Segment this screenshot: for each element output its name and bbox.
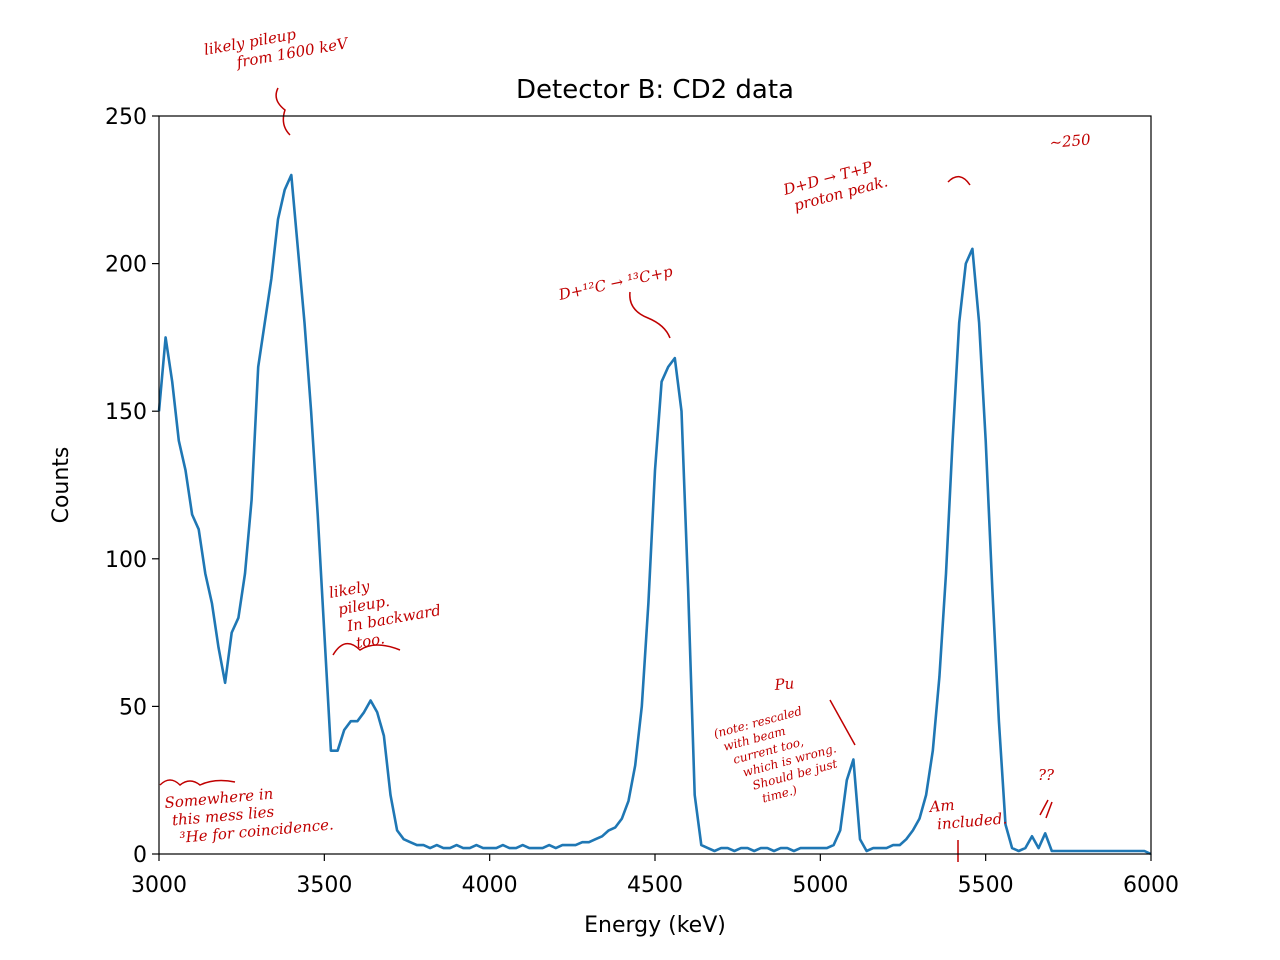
x-tick-label: 6000 (1123, 873, 1179, 898)
annotation-stroke (829, 699, 856, 746)
y-axis-label: Counts (49, 447, 74, 524)
x-tick-label: 4500 (627, 873, 683, 898)
y-tick-label: 100 (105, 548, 147, 573)
annotation-text: Am (927, 796, 956, 816)
y-tick-label: 0 (133, 843, 147, 868)
annotation-text: ?? (1038, 766, 1055, 784)
y-tick-label: 200 (105, 253, 147, 278)
x-tick-label: 4000 (462, 873, 518, 898)
annotation-stroke (629, 291, 671, 339)
y-tick-label: 50 (119, 695, 147, 720)
plot-frame (158, 115, 1152, 855)
y-tick-label: 150 (105, 400, 147, 425)
annotation: Pu (773, 674, 795, 694)
annotation-stroke (159, 779, 236, 787)
annotation-stroke (275, 87, 291, 136)
x-axis-label: Energy (keV) (584, 913, 726, 938)
annotation-stroke (332, 642, 401, 656)
x-tick-label: 5500 (958, 873, 1014, 898)
annotation-strokes (159, 87, 1053, 862)
annotation-text: ~250 (1049, 130, 1092, 152)
x-tick-label: 5000 (792, 873, 848, 898)
annotation: ?? (1038, 766, 1055, 784)
annotation-text: Pu (773, 674, 795, 694)
annotation-stroke (1039, 799, 1053, 819)
annotation-text: too. (355, 629, 386, 652)
annotation: ~250 (1049, 130, 1092, 152)
annotation-stroke (947, 176, 971, 186)
y-tick-label: 250 (105, 105, 147, 130)
x-tick-label: 3500 (296, 873, 352, 898)
data-line (157, 173, 1152, 856)
x-tick-label: 3000 (131, 873, 187, 898)
chart-title: Detector B: CD2 data (516, 75, 794, 105)
